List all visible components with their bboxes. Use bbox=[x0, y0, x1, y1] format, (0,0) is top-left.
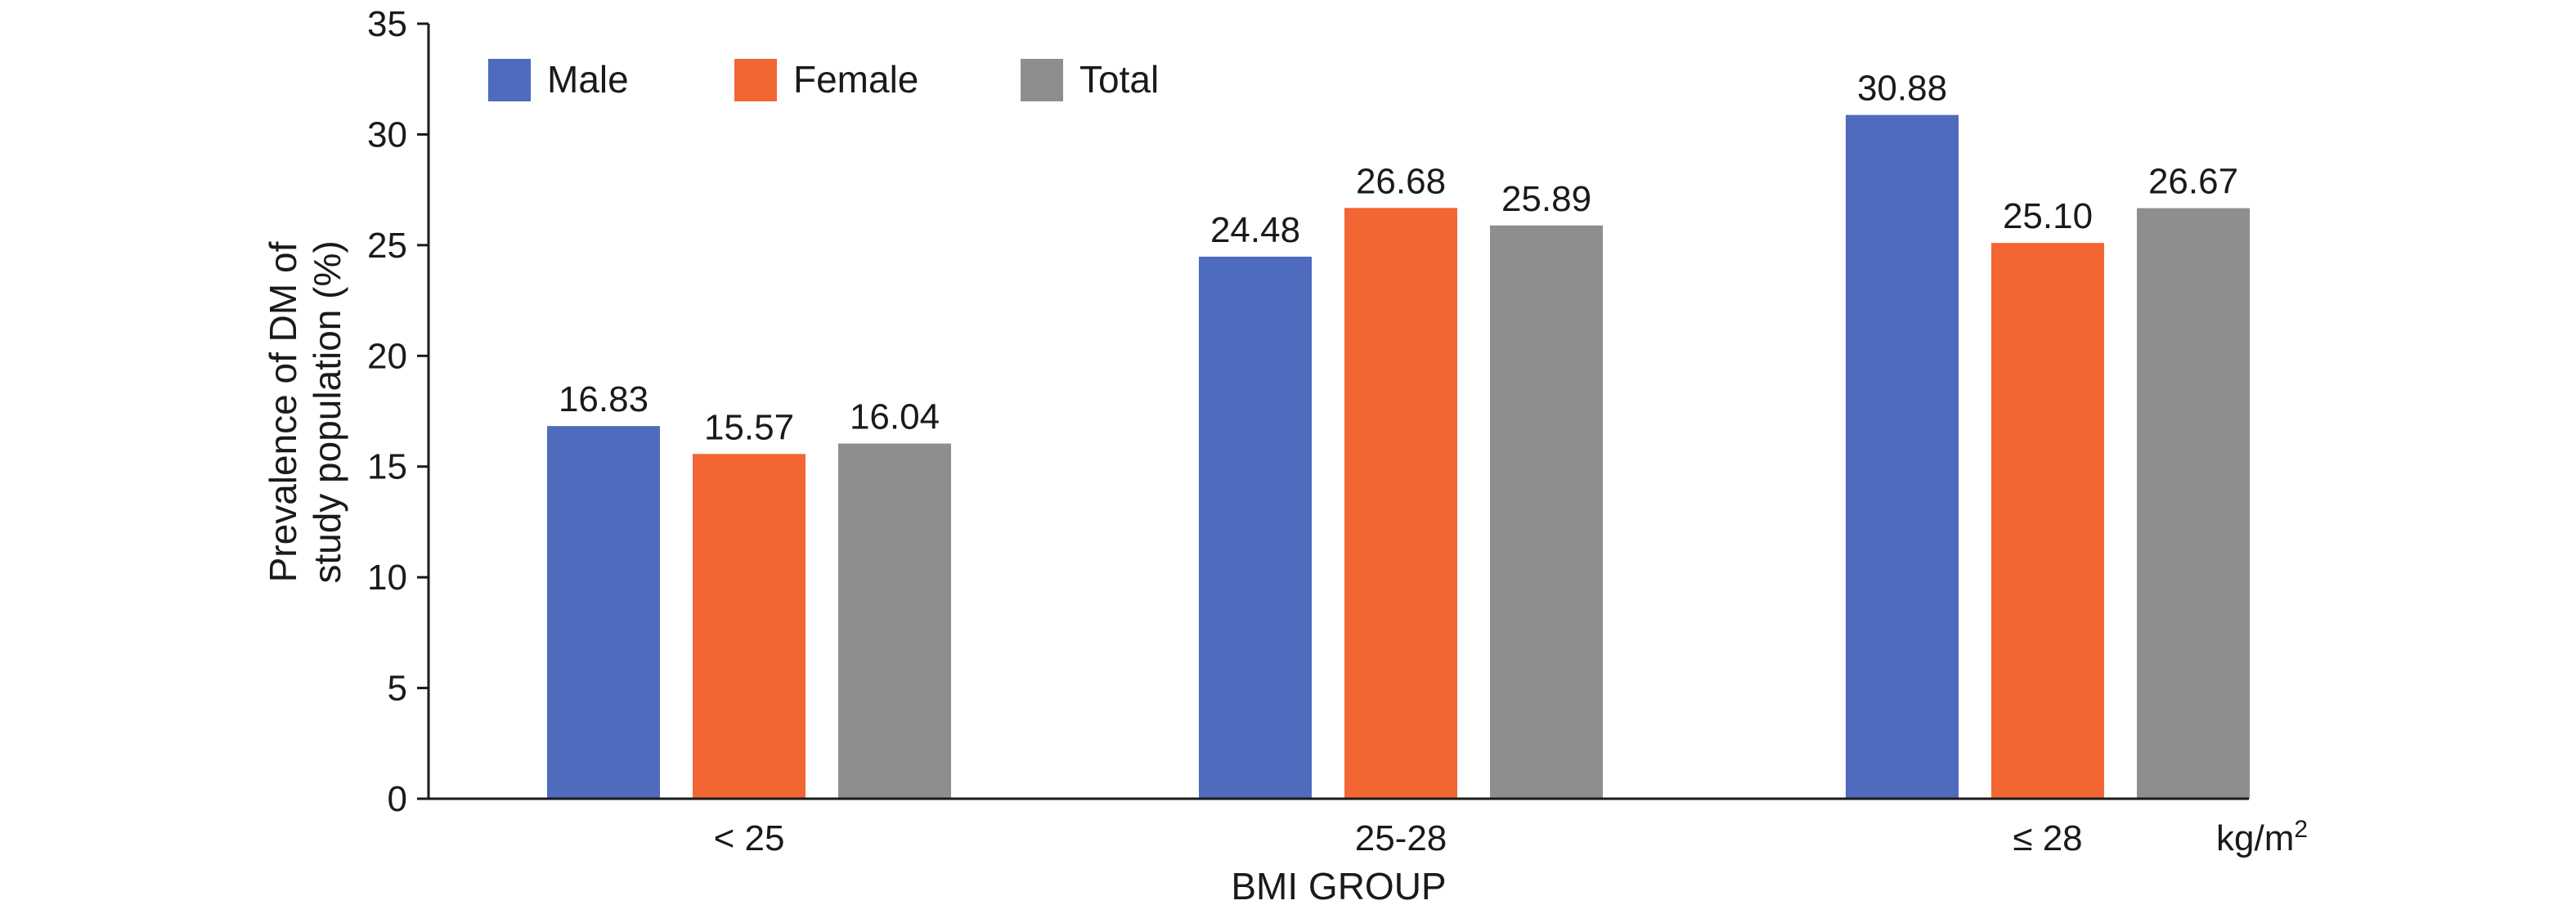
data-label: 24.48 bbox=[1210, 210, 1300, 250]
legend-swatch-female bbox=[734, 59, 777, 101]
data-label: 30.88 bbox=[1857, 69, 1947, 109]
bar-male bbox=[1846, 114, 1959, 799]
bar-total bbox=[2137, 208, 2250, 799]
bar-female bbox=[693, 454, 806, 799]
x-tick-label: < 25 bbox=[714, 818, 785, 858]
bar-male bbox=[547, 426, 660, 799]
value-labels-group: 16.83 24.48 30.88 15.57 26.68 25.10 16.04 25.89… bbox=[559, 69, 2238, 448]
legend: Male Female Total bbox=[488, 58, 1159, 101]
x-tick-label: ≤ 28 bbox=[2013, 818, 2082, 858]
y-tick-label: 15 bbox=[367, 447, 407, 487]
y-tick-label: 30 bbox=[367, 114, 407, 155]
y-tick-label: 25 bbox=[367, 226, 407, 266]
y-tick-label: 20 bbox=[367, 336, 407, 376]
data-label: 26.67 bbox=[2148, 162, 2238, 202]
bar-female bbox=[1344, 208, 1457, 799]
legend-swatch-male bbox=[488, 59, 531, 101]
y-axis-title: Prevalence of DM ofstudy population (%) bbox=[262, 240, 348, 583]
data-label: 16.04 bbox=[850, 397, 940, 437]
legend-label-female: Female bbox=[793, 58, 918, 101]
legend-label-male: Male bbox=[547, 58, 629, 101]
x-unit-label: kg/m2 bbox=[2216, 816, 2308, 858]
bars-group bbox=[547, 114, 2250, 799]
y-tick-label: 10 bbox=[367, 558, 407, 598]
bar-total bbox=[1490, 225, 1603, 799]
x-axis-title: BMI GROUP bbox=[1231, 865, 1446, 907]
axis-titles-group: BMI GROUP Prevalence of DM ofstudy popula… bbox=[262, 240, 1447, 907]
bar-male bbox=[1199, 256, 1312, 799]
bar-female bbox=[1991, 243, 2104, 799]
axes-group: 0 5 10 15 20 25 30 35 < 25 25-28 ≤ 28 kg/m2 bbox=[367, 4, 2308, 858]
legend-swatch-total bbox=[1021, 59, 1063, 101]
legend-label-total: Total bbox=[1079, 58, 1159, 101]
y-tick-label: 35 bbox=[367, 4, 407, 44]
data-label: 15.57 bbox=[704, 407, 794, 447]
y-tick-label: 5 bbox=[388, 669, 407, 709]
bar-total bbox=[838, 443, 951, 799]
data-label: 16.83 bbox=[559, 379, 648, 419]
data-label: 25.89 bbox=[1501, 179, 1591, 219]
y-tick-label: 0 bbox=[388, 779, 407, 819]
data-label: 25.10 bbox=[2003, 196, 2093, 236]
data-label: 26.68 bbox=[1356, 161, 1446, 201]
x-tick-label: 25-28 bbox=[1355, 818, 1447, 858]
